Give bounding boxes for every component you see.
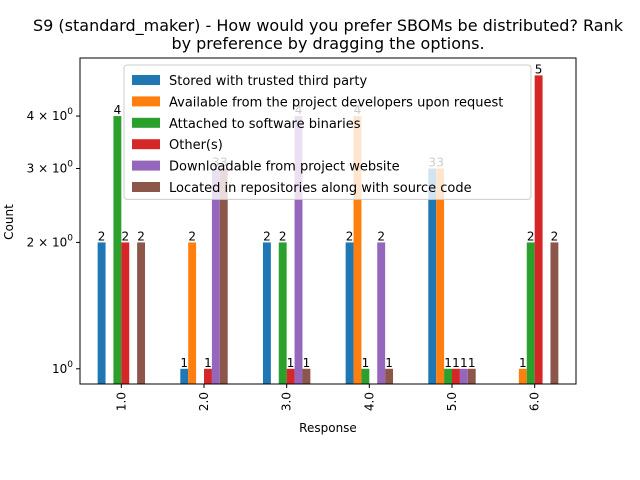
bar-s3-c4	[452, 368, 460, 384]
y-tick-label-0: 100	[52, 360, 73, 376]
x-axis-label: Response	[299, 421, 357, 435]
bar-label-s5-c0: 2	[137, 229, 145, 243]
bar-s5-c0	[137, 242, 146, 384]
bar-label-s3-c4: 1	[452, 356, 460, 370]
x-axis: 1.0 2.0 3.0 4.0 5.0 6.0	[114, 384, 542, 411]
bar-s5-c3	[385, 368, 394, 384]
bar-s5-c2	[302, 368, 311, 384]
legend-swatch-0	[132, 75, 160, 85]
bar-s2-c2	[278, 242, 287, 384]
legend-label-5: Located in repositories along with sourc…	[169, 181, 472, 196]
bar-s0-c0	[97, 242, 106, 384]
x-tick-label-4: 5.0	[445, 392, 459, 411]
bar-s3-c0	[121, 242, 130, 384]
bar-s0-c1	[180, 368, 189, 384]
bar-label-s5-c4: 1	[468, 356, 476, 370]
legend-swatch-4	[132, 160, 160, 171]
bar-s3-c2	[286, 368, 295, 384]
y-axis: 100 2 × 100 3 × 100 4 × 100	[27, 107, 80, 376]
legend-box	[123, 64, 532, 200]
y-tick-label-1: 2 × 100	[27, 233, 74, 249]
bar-label-s5-c3: 1	[385, 356, 393, 370]
bar-s0-c4	[428, 168, 437, 384]
bar-s5-c4	[467, 368, 476, 384]
legend-swatch-3	[132, 139, 160, 150]
plot-frame	[79, 57, 577, 385]
bar-label-s2-c4: 1	[444, 356, 452, 370]
bar-label-s3-c1: 1	[204, 356, 212, 370]
legend-swatch-2	[132, 117, 160, 128]
legend-label-1: Available from the project developers up…	[169, 95, 503, 110]
bar-s2-c3	[361, 368, 370, 384]
legend-label-4: Downloadable from project website	[169, 160, 400, 175]
legend-label-2: Attached to software binaries	[169, 117, 361, 132]
legend-swatch-1	[132, 96, 160, 107]
chart-title-line1: S9 (standard_maker) - How would you pref…	[33, 16, 624, 36]
bar-label-s2-c0: 4	[114, 103, 122, 117]
bar-label-s2-c2: 2	[279, 229, 287, 243]
bar-s5-c1	[219, 168, 228, 384]
bar-s3-c5	[534, 75, 543, 385]
legend-label-3: Other(s)	[169, 138, 223, 153]
bar-label-s5-c5: 2	[551, 229, 559, 243]
bar-s4-c3	[377, 242, 386, 384]
bar-label-s1-c1: 2	[188, 229, 196, 243]
bar-label-s0-c0: 2	[98, 229, 106, 243]
y-axis-label: Count	[2, 204, 16, 240]
bar-label-s1-c5: 1	[519, 356, 527, 370]
bar-s2-c5	[526, 242, 535, 384]
bar-s1-c4	[436, 168, 445, 384]
bar-s4-c2	[294, 116, 303, 384]
bar-s1-c1	[188, 242, 197, 384]
bar-s2-c0	[113, 116, 122, 384]
bar-s4-c4	[459, 368, 468, 384]
bar-label-s2-c5: 2	[527, 229, 535, 243]
x-tick-label-5: 6.0	[528, 392, 542, 411]
bar-label-s4-c3: 2	[377, 229, 385, 243]
bar-s0-c3	[345, 242, 354, 384]
bar-label-s0-c1: 1	[180, 356, 188, 370]
bar-s5-c5	[550, 242, 559, 384]
bar-s1-c5	[518, 368, 527, 384]
legend: Stored with trusted third party Available…	[123, 64, 532, 200]
bar-label-s3-c5: 5	[535, 62, 543, 76]
bar-s1-c3	[353, 116, 362, 384]
legend-label-0: Stored with trusted third party	[169, 74, 367, 89]
bar-label-s4-c4: 1	[460, 356, 468, 370]
bar-label-s3-c2: 1	[287, 356, 295, 370]
bar-label-s0-c3: 2	[346, 229, 354, 243]
x-tick-label-0: 1.0	[114, 392, 128, 411]
bar-s0-c2	[262, 242, 271, 384]
chart-title-line2: by preference by dragging the options.	[171, 34, 484, 53]
x-tick-label-2: 3.0	[280, 392, 294, 411]
bars-layer	[97, 75, 559, 385]
bar-s4-c1	[211, 168, 220, 384]
bar-label-s0-c2: 2	[263, 229, 271, 243]
bar-label-s2-c3: 1	[362, 356, 370, 370]
bar-label-s3-c0: 2	[121, 229, 129, 243]
y-tick-label-2: 3 × 100	[27, 160, 74, 176]
bar-label-s5-c2: 1	[303, 356, 311, 370]
y-tick-label-3: 4 × 100	[27, 107, 74, 123]
legend-swatch-5	[132, 182, 160, 192]
x-tick-label-3: 4.0	[362, 392, 376, 411]
bar-s3-c1	[204, 368, 212, 384]
bar-s2-c4	[444, 368, 452, 384]
x-tick-label-1: 2.0	[197, 392, 211, 411]
